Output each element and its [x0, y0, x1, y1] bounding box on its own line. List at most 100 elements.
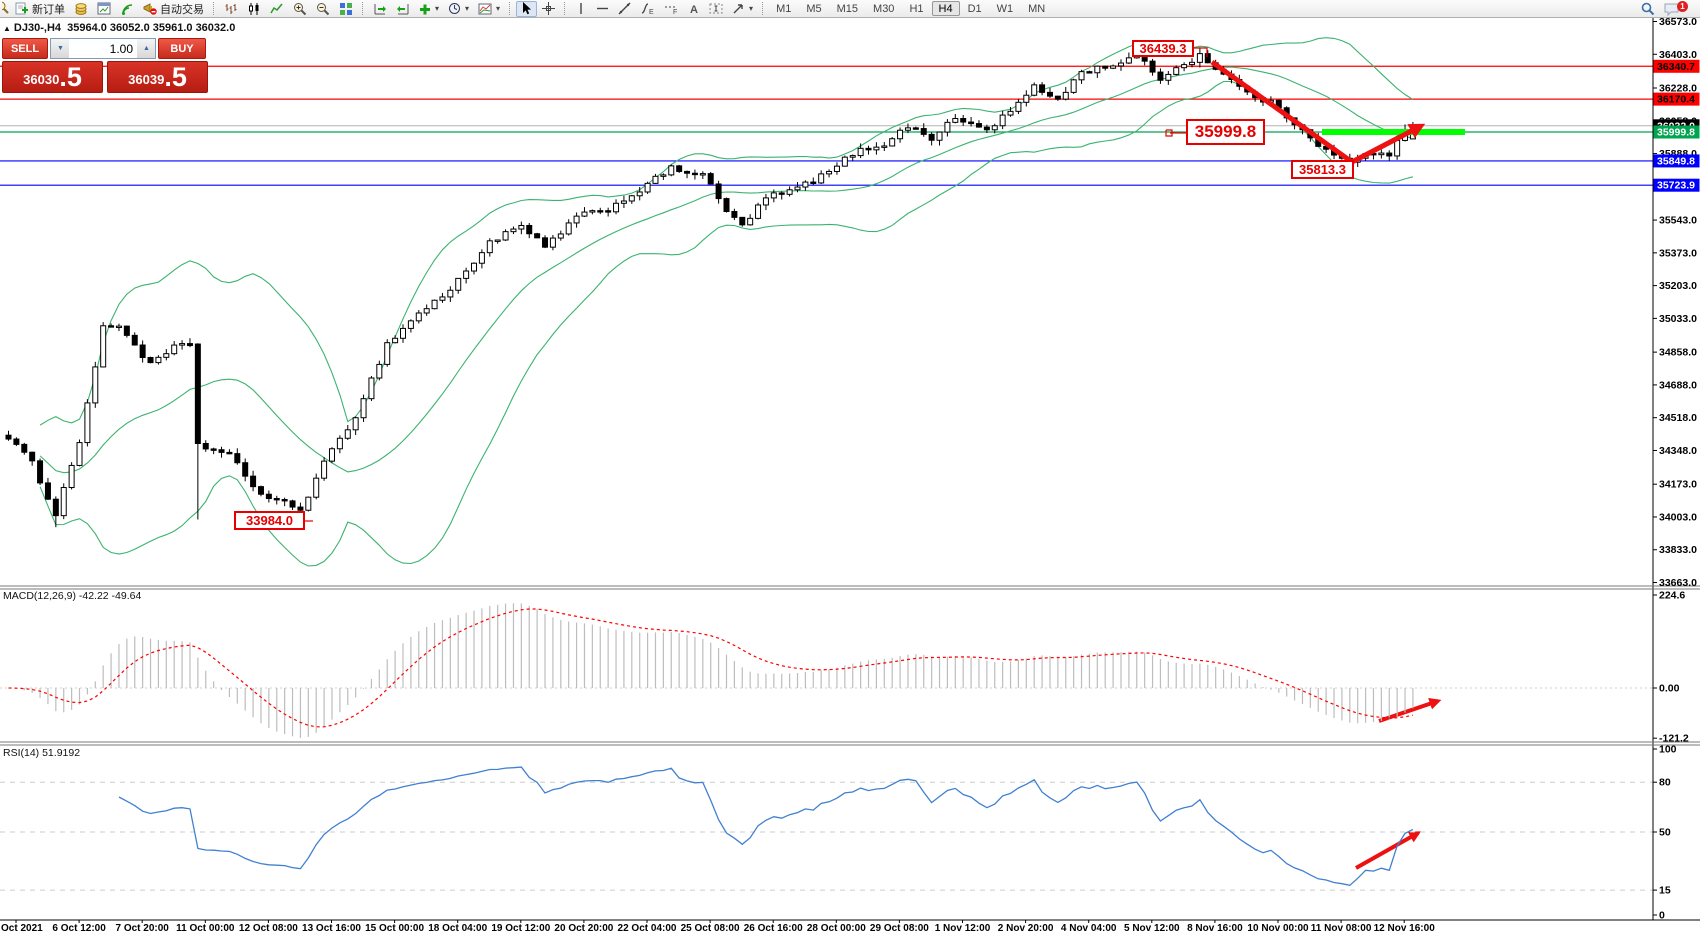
price-tick-label: 33833.0: [1659, 544, 1697, 556]
candlestick-chart-icon: [249, 2, 259, 15]
drawings-layer[interactable]: [305, 47, 1465, 870]
new-order-label: 新订单: [32, 3, 65, 16]
periods-button[interactable]: ▾: [444, 1, 473, 17]
zoom-out-button[interactable]: [312, 1, 334, 17]
horizontal-line-tool[interactable]: [592, 1, 613, 17]
coins-icon: [75, 2, 87, 15]
chevron-down-icon: ▾: [435, 4, 440, 13]
toolbar: 新订单 自动交易 ▾ ▾ ▾ E F A ▾ M1 M5 M15 M30 H1 …: [0, 0, 1700, 18]
sell-button[interactable]: SELL: [2, 38, 48, 59]
timeframe-w1[interactable]: W1: [990, 1, 1021, 16]
macd-tick-label: -121.2: [1659, 733, 1689, 745]
sell-price-frac: .5: [59, 62, 82, 92]
shapes-dropdown[interactable]: ▾: [728, 1, 757, 17]
time-tick-label: 28 Oct 00:00: [807, 923, 866, 933]
signals-button[interactable]: [116, 1, 138, 17]
price-tick-label: 35373.0: [1659, 247, 1697, 259]
add-indicator-icon: [420, 4, 430, 14]
price-tick-label: 34688.0: [1659, 379, 1697, 391]
time-tick-label: 4 Nov 04:00: [1061, 923, 1117, 933]
time-tick-label: 8 Nov 16:00: [1187, 923, 1243, 933]
price-tick-label: 36228.0: [1659, 83, 1697, 95]
timeframe-m1[interactable]: M1: [769, 1, 798, 16]
add-indicator-button[interactable]: ▾: [415, 1, 443, 17]
price-annotation[interactable]: 35999.8: [1186, 119, 1265, 145]
price-tick-label: 36573.0: [1659, 16, 1697, 28]
new-order-icon: [15, 2, 28, 14]
chart-shift-icon: [374, 3, 386, 14]
timeframe-h1[interactable]: H1: [902, 1, 930, 16]
vertical-line-tool[interactable]: [571, 1, 591, 17]
text-tool[interactable]: A: [684, 1, 704, 17]
timeframe-m15[interactable]: M15: [830, 1, 865, 16]
price-tick-label: 34858.0: [1659, 347, 1697, 359]
macd-panel: [0, 603, 1653, 738]
price-badge-label: 35723.9: [1657, 180, 1695, 192]
search-button[interactable]: [1637, 1, 1659, 17]
market-watch-button[interactable]: [70, 1, 92, 17]
vertical-line-icon: [580, 3, 582, 14]
symbol-arrow-icon: ▲: [3, 24, 11, 33]
axes-layer: 36573.036403.036228.036058.035888.035718…: [0, 16, 1700, 933]
tile-windows-button[interactable]: [335, 1, 357, 17]
arrow-shape-icon: [733, 4, 743, 14]
time-tick-label: 11 Oct 00:00: [176, 923, 235, 933]
chevron-down-icon: ▾: [465, 4, 470, 13]
candles-layer[interactable]: [5, 47, 1416, 528]
notification-count-badge: 1: [1677, 0, 1688, 12]
clock-icon: [449, 3, 461, 14]
timeframe-d1[interactable]: D1: [961, 1, 989, 16]
price-badge-label: 35999.8: [1657, 127, 1695, 139]
horizontal-line-icon: [597, 7, 609, 10]
candlestick-chart-button[interactable]: [243, 1, 265, 17]
crosshair-tool-button[interactable]: [538, 1, 559, 17]
crosshair-icon: [542, 2, 556, 15]
timeframe-m5[interactable]: M5: [799, 1, 828, 16]
text-label-tool[interactable]: [705, 1, 727, 17]
channel-tool[interactable]: F: [660, 1, 683, 17]
sell-price-display[interactable]: 36030.5: [2, 61, 103, 93]
auto-trading-button[interactable]: 自动交易: [139, 1, 208, 17]
rsi-panel: [0, 766, 1653, 891]
auto-trading-label: 自动交易: [160, 3, 204, 16]
rsi-tick-label: 0: [1659, 910, 1665, 922]
time-tick-label: 29 Oct 08:00: [870, 923, 929, 933]
bar-chart-button[interactable]: [220, 1, 242, 17]
new-order-button[interactable]: 新订单: [11, 1, 69, 17]
volume-input[interactable]: [69, 39, 137, 58]
templates-button[interactable]: ▾: [474, 1, 504, 17]
line-chart-button[interactable]: [266, 1, 288, 17]
svg-text:F: F: [673, 9, 677, 15]
svg-text:E: E: [649, 9, 654, 15]
auto-scroll-button[interactable]: [392, 1, 414, 17]
notifications-button[interactable]: 1: [1660, 0, 1688, 17]
volume-increase-button[interactable]: ▲: [137, 39, 155, 58]
price-annotation[interactable]: 35813.3: [1291, 160, 1354, 179]
auto-trading-icon: [143, 2, 157, 15]
rsi-tick-label: 100: [1659, 744, 1677, 756]
timeframe-m30[interactable]: M30: [866, 1, 901, 16]
fibonacci-tool[interactable]: E: [636, 1, 659, 17]
time-tick-label: 26 Oct 16:00: [744, 923, 803, 933]
price-tick-label: 34003.0: [1659, 511, 1697, 523]
symbol-ohlc-text: DJ30-,H4 35964.0 36052.0 35961.0 36032.0: [13, 22, 236, 34]
zoom-in-button[interactable]: [289, 1, 311, 17]
cursor-tool-button[interactable]: [516, 0, 538, 17]
price-tick-label: 33663.0: [1659, 577, 1697, 589]
price-annotation[interactable]: 36439.3: [1132, 40, 1194, 57]
timeframe-h4[interactable]: H4: [931, 1, 960, 16]
chart-shift-button[interactable]: [369, 1, 391, 17]
price-tick-label: 36403.0: [1659, 49, 1697, 61]
buy-price-display[interactable]: 36039.5: [107, 61, 208, 93]
volume-decrease-button[interactable]: ▼: [51, 39, 69, 58]
toolbar-separator: [762, 2, 764, 15]
channel-icon: F: [665, 6, 677, 15]
rsi-tick-label: 15: [1659, 885, 1671, 897]
price-tick-label: 34173.0: [1659, 479, 1697, 491]
price-annotation[interactable]: 33984.0: [234, 511, 305, 530]
buy-button[interactable]: BUY: [158, 38, 206, 59]
timeframe-mn[interactable]: MN: [1021, 1, 1052, 16]
trendline-tool[interactable]: [614, 1, 635, 17]
new-chart-button[interactable]: [93, 1, 115, 17]
